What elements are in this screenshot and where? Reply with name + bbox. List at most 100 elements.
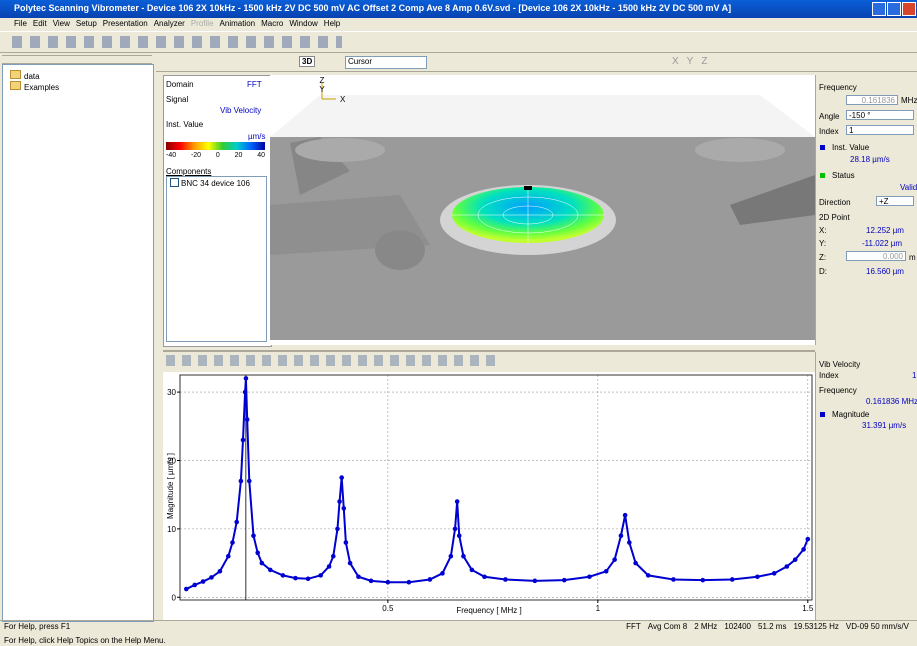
menu-item[interactable]: Animation [220, 19, 256, 30]
data-point [244, 376, 249, 381]
chart-frequency-label: Frequency [819, 386, 857, 395]
data-point [470, 568, 475, 573]
data-point [341, 506, 346, 511]
data-point [344, 540, 349, 545]
axis-x[interactable]: X [672, 56, 679, 67]
menu-item[interactable]: Presentation [103, 19, 148, 30]
data-point [306, 576, 311, 581]
chart-toolbar-icons [166, 355, 496, 366]
data-point [331, 554, 336, 559]
inst-value-label: Inst. Value [832, 143, 869, 152]
data-point [449, 554, 454, 559]
y-tick-label: 20 [167, 456, 176, 465]
data-point [281, 573, 286, 578]
view-mode-button[interactable]: 3D [299, 56, 315, 67]
status-item: 2 MHz [694, 622, 717, 631]
data-point [192, 583, 197, 588]
value-label: Inst. Value [166, 120, 203, 129]
direction-label: Direction [819, 198, 851, 207]
data-point [806, 537, 811, 542]
menu-item[interactable]: Macro [261, 19, 283, 30]
y-label: Y: [819, 239, 826, 248]
x-tick-label: 1.5 [802, 604, 814, 613]
frequency-input[interactable]: 0.161836 [846, 95, 898, 105]
data-point [407, 580, 412, 585]
data-point [612, 557, 617, 562]
signal-label: Signal [166, 95, 188, 104]
data-point [247, 479, 252, 484]
axis-z-label: Z [320, 76, 325, 85]
data-point [646, 573, 651, 578]
tree-item[interactable]: data [10, 70, 40, 81]
cursor-dropdown[interactable]: Cursor [345, 56, 427, 69]
d-value: 16.560 µm [866, 267, 904, 276]
tree-label: data [24, 72, 40, 81]
menu-item[interactable]: Help [324, 19, 340, 30]
x-tick-label: 0.5 [382, 604, 394, 613]
data-point [633, 561, 638, 566]
z-unit: m [909, 253, 916, 262]
tree-item[interactable]: Examples [10, 81, 59, 92]
magnitude-marker [820, 412, 825, 417]
data-point [356, 574, 361, 579]
data-point [455, 499, 460, 504]
angle-label: Angle [819, 112, 839, 121]
menu-item[interactable]: Window [289, 19, 317, 30]
window-buttons[interactable] [872, 2, 916, 16]
direction-input[interactable]: +Z [876, 196, 914, 206]
data-point [327, 564, 332, 569]
frequency-label: Frequency [819, 83, 857, 92]
index-input[interactable]: 1 [846, 125, 914, 135]
data-point [386, 580, 391, 585]
axis-y-label: Y [319, 85, 325, 94]
window-title: Polytec Scanning Vibrometer - Device 106… [14, 3, 864, 13]
signal-value: Vib Velocity [220, 106, 261, 115]
data-point [457, 533, 462, 538]
data-point [268, 568, 273, 573]
data-point [533, 579, 538, 584]
data-point [201, 579, 206, 584]
data-point [730, 577, 735, 582]
menu-item[interactable]: File [14, 19, 27, 30]
components-list [166, 176, 267, 342]
axis-y[interactable]: Y [687, 56, 694, 67]
z-input[interactable]: 0.000 [846, 251, 906, 261]
point-label: 2D Point [819, 213, 850, 222]
d-label: D: [819, 267, 827, 276]
menu-item[interactable]: Setup [76, 19, 97, 30]
tree-panel [2, 64, 154, 622]
axis-x-label: X [340, 95, 346, 104]
data-point [755, 574, 760, 579]
y-value: -11.022 µm [862, 239, 902, 248]
frequency-unit: MHz [901, 96, 917, 105]
app-window: {"window":{"title":"Polytec Scanning Vib… [0, 0, 917, 646]
data-point [785, 564, 790, 569]
data-point [226, 554, 231, 559]
menu-item[interactable]: Profile [191, 19, 214, 30]
data-point [503, 577, 508, 582]
data-point [587, 574, 592, 579]
axis-z[interactable]: Z [701, 56, 707, 67]
z-label: Z: [819, 253, 826, 262]
data-point [369, 579, 374, 584]
data-point [793, 557, 798, 562]
data-point [255, 551, 260, 556]
status-item: Avg Com 8 [648, 622, 687, 631]
value-marker [820, 145, 825, 150]
chart-value-label: Magnitude [832, 410, 869, 419]
menu-item[interactable]: Analyzer [154, 19, 185, 30]
menu-item[interactable]: View [53, 19, 70, 30]
data-point [428, 577, 433, 582]
data-point [184, 587, 189, 592]
toolbar-icons [12, 36, 342, 48]
component-item[interactable]: BNC 34 device 106 [170, 178, 250, 188]
chart-value: 31.391 µm/s [862, 421, 906, 430]
data-point [772, 571, 777, 576]
menu-item[interactable]: Edit [33, 19, 47, 30]
components-label: Components [166, 167, 211, 176]
angle-input[interactable]: -150 ° [846, 110, 914, 120]
data-point [245, 417, 250, 422]
data-point [461, 554, 466, 559]
